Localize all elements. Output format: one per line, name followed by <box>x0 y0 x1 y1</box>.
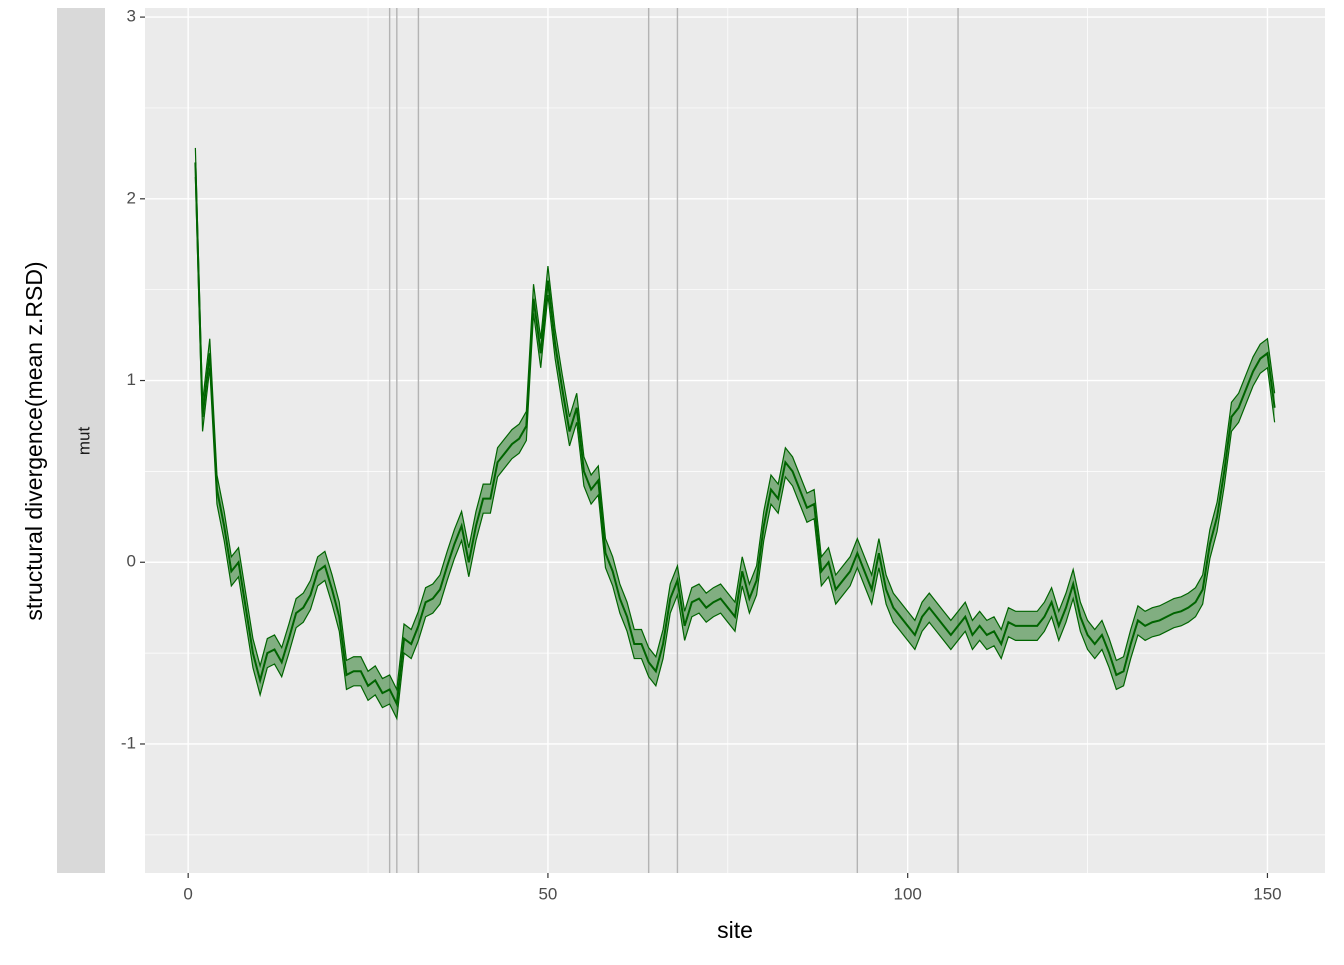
x-axis-title: site <box>717 917 753 943</box>
y-tick-label: 2 <box>127 188 136 207</box>
y-tick-label: 1 <box>127 370 136 389</box>
ribbon-edge <box>194 176 1276 721</box>
strip-label: mut <box>74 427 93 456</box>
x-tick-label: 0 <box>183 884 192 903</box>
mean-line <box>194 162 1276 708</box>
ribbon-edge <box>194 147 1276 692</box>
y-axis-title: structural divergence(mean z.RSD) <box>21 261 47 620</box>
ribbon <box>195 147 1275 719</box>
x-tick-label: 50 <box>538 884 557 903</box>
plot: 0 50 100 150 -1 0 1 2 3 <box>121 7 1325 903</box>
x-tick-label: 100 <box>893 884 921 903</box>
y-tick-label: 0 <box>127 552 136 571</box>
x-tick-label: 150 <box>1253 884 1281 903</box>
y-tick-label: -1 <box>121 733 136 752</box>
panel <box>145 8 1325 873</box>
strip <box>57 8 105 873</box>
y-tick-label: 3 <box>127 7 136 26</box>
